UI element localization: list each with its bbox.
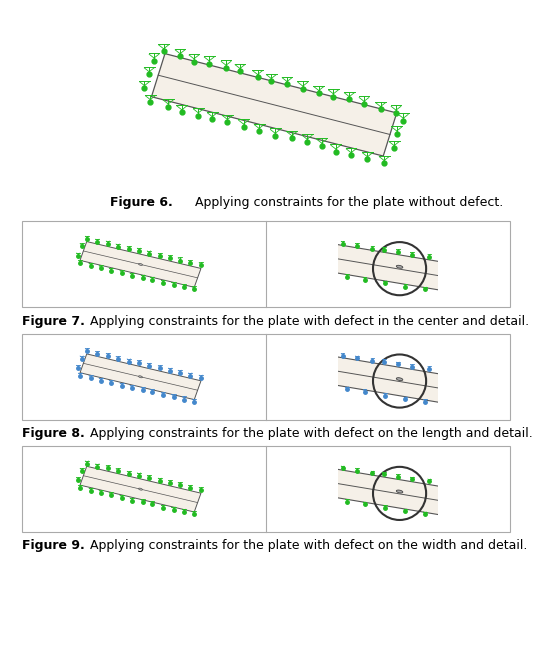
- Text: Figure 9.: Figure 9.: [22, 539, 85, 553]
- Text: Figure 7.: Figure 7.: [22, 315, 85, 328]
- Ellipse shape: [396, 377, 403, 381]
- Polygon shape: [328, 243, 442, 290]
- Ellipse shape: [396, 265, 403, 268]
- Polygon shape: [80, 466, 201, 512]
- Text: Figure 6.: Figure 6.: [110, 196, 173, 210]
- Text: Applying constraints for the plate with defect on the width and detail.: Applying constraints for the plate with …: [90, 539, 528, 553]
- Ellipse shape: [139, 263, 142, 266]
- Polygon shape: [151, 54, 397, 156]
- Polygon shape: [328, 356, 442, 403]
- Text: Figure 8.: Figure 8.: [22, 427, 85, 440]
- Ellipse shape: [139, 488, 142, 490]
- Text: Applying constraints for the plate with defect in the center and detail.: Applying constraints for the plate with …: [90, 315, 529, 328]
- Text: Applying constraints for the plate with defect on the length and detail.: Applying constraints for the plate with …: [90, 427, 533, 440]
- Polygon shape: [328, 468, 442, 515]
- Polygon shape: [80, 241, 201, 288]
- Ellipse shape: [396, 490, 403, 493]
- Text: Applying constraints for the plate without defect.: Applying constraints for the plate witho…: [195, 196, 503, 210]
- Polygon shape: [80, 354, 201, 400]
- Ellipse shape: [139, 375, 142, 378]
